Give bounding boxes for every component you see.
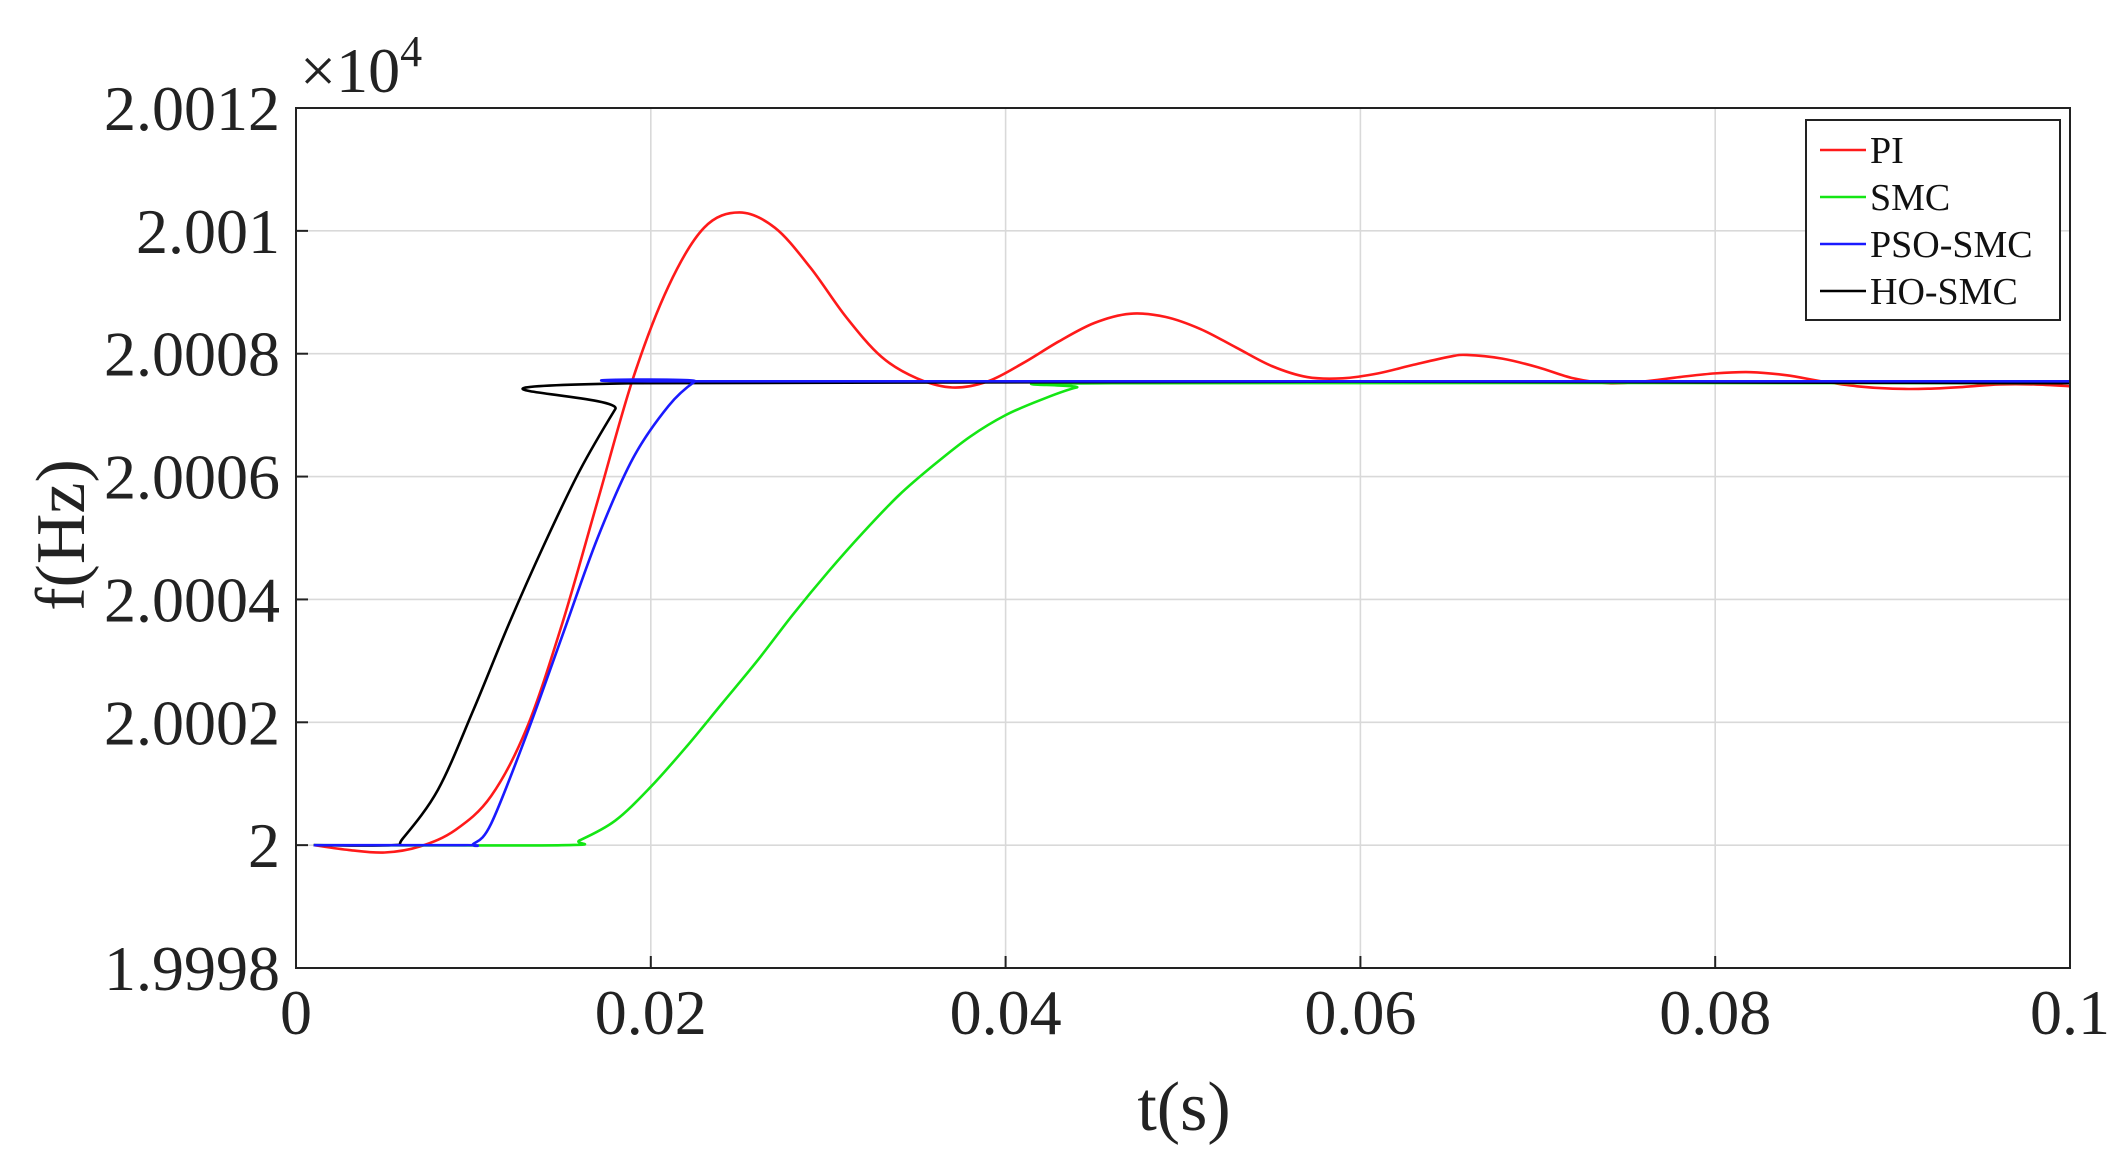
legend-label-ho-smc: HO-SMC [1870,271,2018,313]
x-tick-label: 0 [280,977,312,1048]
x-tick-label: 0.04 [950,977,1062,1048]
series-line-pi [313,211,2071,854]
y-axis-ticks: 1.9998 2 2.0002 2.0004 2.0006 2.0008 2.001 2.00… [104,73,308,1004]
legend-box [1805,119,2061,321]
y-axis-label: f(Hz) [23,459,100,611]
y-tick-label: 2 [248,810,280,881]
plot-frame [295,107,2071,969]
legend: PI SMC PSO-SMC HO-SMC [1805,119,2061,321]
series-line-pso-smc [313,378,2070,848]
y-axis-multiplier-base: ×10 [300,35,400,106]
y-tick-label: 2.0008 [104,319,280,390]
legend-label-pi: PI [1870,130,1904,172]
x-tick-label: 0.02 [595,977,707,1048]
series-line-ho-smc [313,379,2071,847]
y-axis-multiplier: ×104 [300,27,422,106]
y-tick-label: 2.0002 [104,687,280,758]
x-tick-label: 0.06 [1304,977,1416,1048]
x-axis-ticks: 0 0.02 0.04 0.06 0.08 0.1 [280,956,2110,1048]
y-tick-label: 2.001 [136,196,280,267]
x-tick-label: 0.1 [2030,977,2110,1048]
series-layer [313,211,2071,854]
legend-label-pso-smc: PSO-SMC [1870,224,2033,266]
x-axis-label: t(s) [1137,1069,1230,1146]
y-axis-multiplier-exponent: 4 [400,27,422,76]
y-tick-label: 2.0004 [104,564,280,635]
y-tick-label: 1.9998 [104,933,280,1004]
y-tick-label: 2.0006 [104,442,280,513]
x-tick-label: 0.08 [1659,977,1771,1048]
series-line-smc [313,381,2071,847]
legend-label-smc: SMC [1870,177,1950,219]
y-tick-label: 2.0012 [104,73,280,144]
grid [295,107,2071,969]
